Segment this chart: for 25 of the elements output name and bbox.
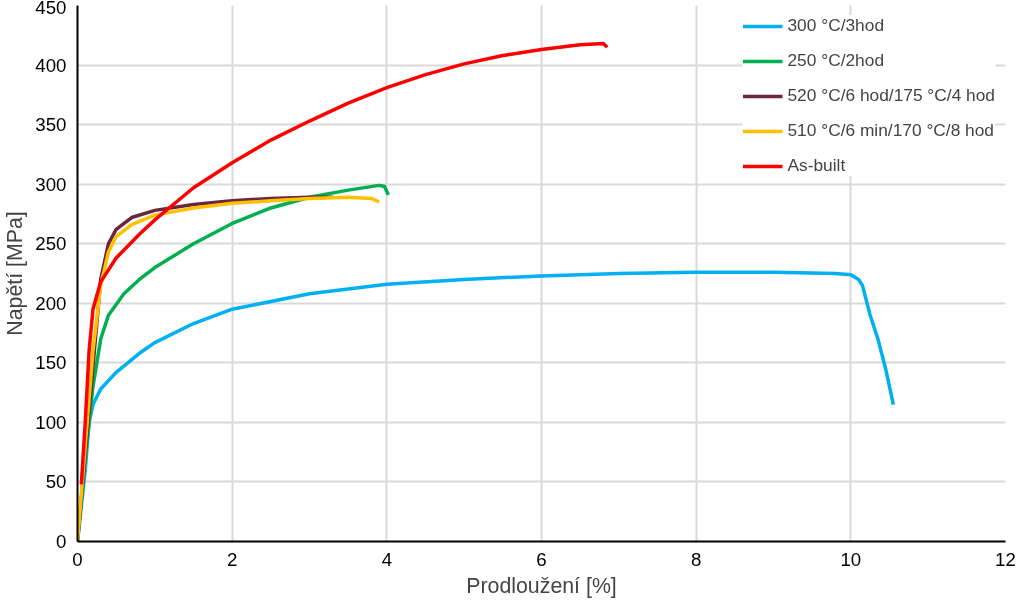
x-tick-label: 8: [690, 548, 702, 570]
line-series: [79, 41, 609, 487]
legend-label: 300 °C/3hod: [787, 15, 885, 36]
y-tick-label: 100: [35, 411, 67, 433]
x-tick-label: 4: [381, 548, 393, 570]
y-tick-label: 400: [35, 54, 67, 76]
x-tick-label: 6: [536, 548, 547, 570]
legend-label: 510 °C/6 min/170 °C/8 hod: [787, 120, 995, 141]
legend-label: 250 °C/2hod: [787, 50, 885, 71]
y-axis-title: Napětí [MPa]: [3, 211, 28, 336]
y-tick-label: 250: [35, 233, 67, 255]
y-tick-label: 350: [35, 114, 67, 136]
x-tick-label: 0: [72, 548, 83, 570]
y-tick-label: 450: [35, 0, 67, 18]
x-axis-title: Prodloužení [%]: [466, 573, 617, 598]
legend-label: As-built: [787, 155, 846, 176]
y-tick-label: 50: [45, 471, 67, 493]
x-tick-label: 10: [840, 548, 862, 570]
x-tick-label: 2: [226, 548, 238, 570]
y-tick-label: 300: [35, 173, 67, 195]
legend-label: 520 °C/6 hod/175 °C/4 hod: [787, 85, 995, 106]
y-tick-label: 150: [35, 352, 67, 374]
y-tick-label: 200: [35, 292, 67, 314]
x-tick-label: 12: [995, 548, 1016, 570]
y-tick-label: 0: [56, 531, 67, 552]
